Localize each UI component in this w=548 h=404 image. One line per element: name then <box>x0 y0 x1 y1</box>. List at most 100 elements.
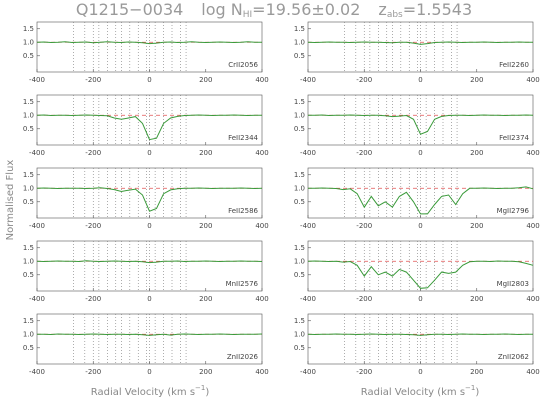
x-tick-label: 400 <box>526 295 539 303</box>
x-tick-label: 400 <box>255 295 268 303</box>
x-tick-label: 200 <box>470 76 483 84</box>
spectrum-line <box>308 186 534 215</box>
x-label-sup: −1 <box>195 384 205 392</box>
spectrum-line <box>36 187 263 212</box>
y-tick-label: 1.0 <box>23 111 34 119</box>
x-tick-label: 200 <box>199 368 212 376</box>
x-tick-label: 200 <box>199 222 212 230</box>
figure-title: Q1215−0034 log NHI=19.56±0.02 zabs=1.5543 <box>76 0 472 20</box>
x-tick-label: -400 <box>29 149 45 157</box>
x-tick-label: -200 <box>85 295 101 303</box>
panel-label: FeII2260 <box>499 61 529 69</box>
x-tick-label: -400 <box>300 368 316 376</box>
spectrum-line <box>36 260 263 264</box>
x-label-close: ) <box>475 387 479 398</box>
title-z-value: =1.5543 <box>403 0 472 19</box>
x-tick-label: 0 <box>147 295 151 303</box>
panel-label: FeII2344 <box>228 134 258 142</box>
x-tick-label: 200 <box>199 295 212 303</box>
y-tick-label: 1.5 <box>294 317 305 325</box>
y-tick-label: 1.0 <box>23 184 34 192</box>
panel-label: MnII2576 <box>226 280 259 288</box>
y-tick-label: 1.5 <box>294 98 305 106</box>
x-tick-label: 200 <box>199 76 212 84</box>
x-tick-label: 400 <box>526 76 539 84</box>
x-label-text: Radial Velocity (km s <box>361 387 465 398</box>
x-tick-label: 400 <box>526 149 539 157</box>
x-tick-label: 200 <box>470 368 483 376</box>
y-tick-label: 0.5 <box>23 125 34 133</box>
y-tick-label: 1.5 <box>23 171 34 179</box>
y-axis-label: Normalised Flux <box>5 160 16 241</box>
x-tick-label: 0 <box>418 368 422 376</box>
x-tick-label: -200 <box>356 76 372 84</box>
x-tick-label: -200 <box>85 76 101 84</box>
spectrum-line <box>307 333 533 336</box>
x-tick-label: 0 <box>147 368 151 376</box>
x-tick-label: 0 <box>147 149 151 157</box>
y-tick-label: 1.0 <box>294 184 305 192</box>
y-tick-label: 0.5 <box>294 52 305 60</box>
x-tick-label: 400 <box>255 76 268 84</box>
x-tick-label: -400 <box>29 76 45 84</box>
x-tick-label: 200 <box>470 222 483 230</box>
x-tick-label: 400 <box>526 368 539 376</box>
y-tick-label: 1.0 <box>294 38 305 46</box>
x-tick-label: -400 <box>300 222 316 230</box>
y-tick-label: 0.5 <box>23 52 34 60</box>
title-nhi-value: =19.56±0.02 <box>252 0 360 19</box>
panel-label: FeII2586 <box>228 207 258 215</box>
title-nhi-sub: HI <box>243 10 252 20</box>
spectrum-line <box>307 41 533 45</box>
y-tick-label: 0.5 <box>294 125 305 133</box>
x-label-text: Radial Velocity (km s <box>91 387 195 398</box>
x-label-close: ) <box>205 387 209 398</box>
panel-label: MgII2796 <box>497 207 530 215</box>
x-tick-label: 0 <box>418 222 422 230</box>
y-tick-label: 1.0 <box>294 257 305 265</box>
x-tick-label: 400 <box>255 149 268 157</box>
panel-label: ZnII2026 <box>227 353 259 361</box>
y-tick-label: 0.5 <box>23 344 34 352</box>
panel-label: ZnII2062 <box>498 353 529 361</box>
x-tick-label: -400 <box>300 149 316 157</box>
y-tick-label: 1.5 <box>23 98 34 106</box>
x-tick-label: 200 <box>470 149 483 157</box>
y-tick-label: 1.0 <box>23 330 34 338</box>
y-tick-label: 1.5 <box>23 317 34 325</box>
y-tick-label: 1.0 <box>23 257 34 265</box>
x-label-sup: −1 <box>465 384 475 392</box>
x-tick-label: -400 <box>29 368 45 376</box>
y-tick-label: 1.0 <box>294 111 305 119</box>
spectrum-line <box>308 114 534 135</box>
spectrum-line <box>36 114 262 141</box>
y-tick-label: 0.5 <box>23 271 34 279</box>
x-tick-label: -200 <box>85 149 101 157</box>
y-tick-label: 0.5 <box>23 198 34 206</box>
x-tick-label: -200 <box>356 222 372 230</box>
x-tick-label: 200 <box>470 295 483 303</box>
x-tick-label: 0 <box>418 76 422 84</box>
x-tick-label: -400 <box>300 76 316 84</box>
panel-label: MgII2803 <box>497 280 529 288</box>
title-nhi: log N <box>201 0 242 19</box>
panel-label: FeII2374 <box>499 134 529 142</box>
x-tick-label: -200 <box>356 149 372 157</box>
y-tick-label: 0.5 <box>294 271 305 279</box>
y-tick-label: 1.5 <box>294 244 305 252</box>
title-z-sub: abs <box>387 10 403 20</box>
x-tick-label: 0 <box>418 149 422 157</box>
spectrum-line <box>36 41 262 45</box>
x-axis-label: Radial Velocity (km s−1) <box>91 384 210 398</box>
x-tick-label: 0 <box>147 76 151 84</box>
x-tick-label: 400 <box>255 222 268 230</box>
spectrum-line <box>307 260 534 289</box>
y-tick-label: 1.5 <box>23 25 34 33</box>
y-tick-label: 0.5 <box>294 198 305 206</box>
y-tick-label: 1.5 <box>294 25 305 33</box>
x-tick-label: -200 <box>85 222 101 230</box>
x-tick-label: 0 <box>418 295 422 303</box>
x-tick-label: 400 <box>255 368 268 376</box>
title-z: z <box>378 0 386 19</box>
